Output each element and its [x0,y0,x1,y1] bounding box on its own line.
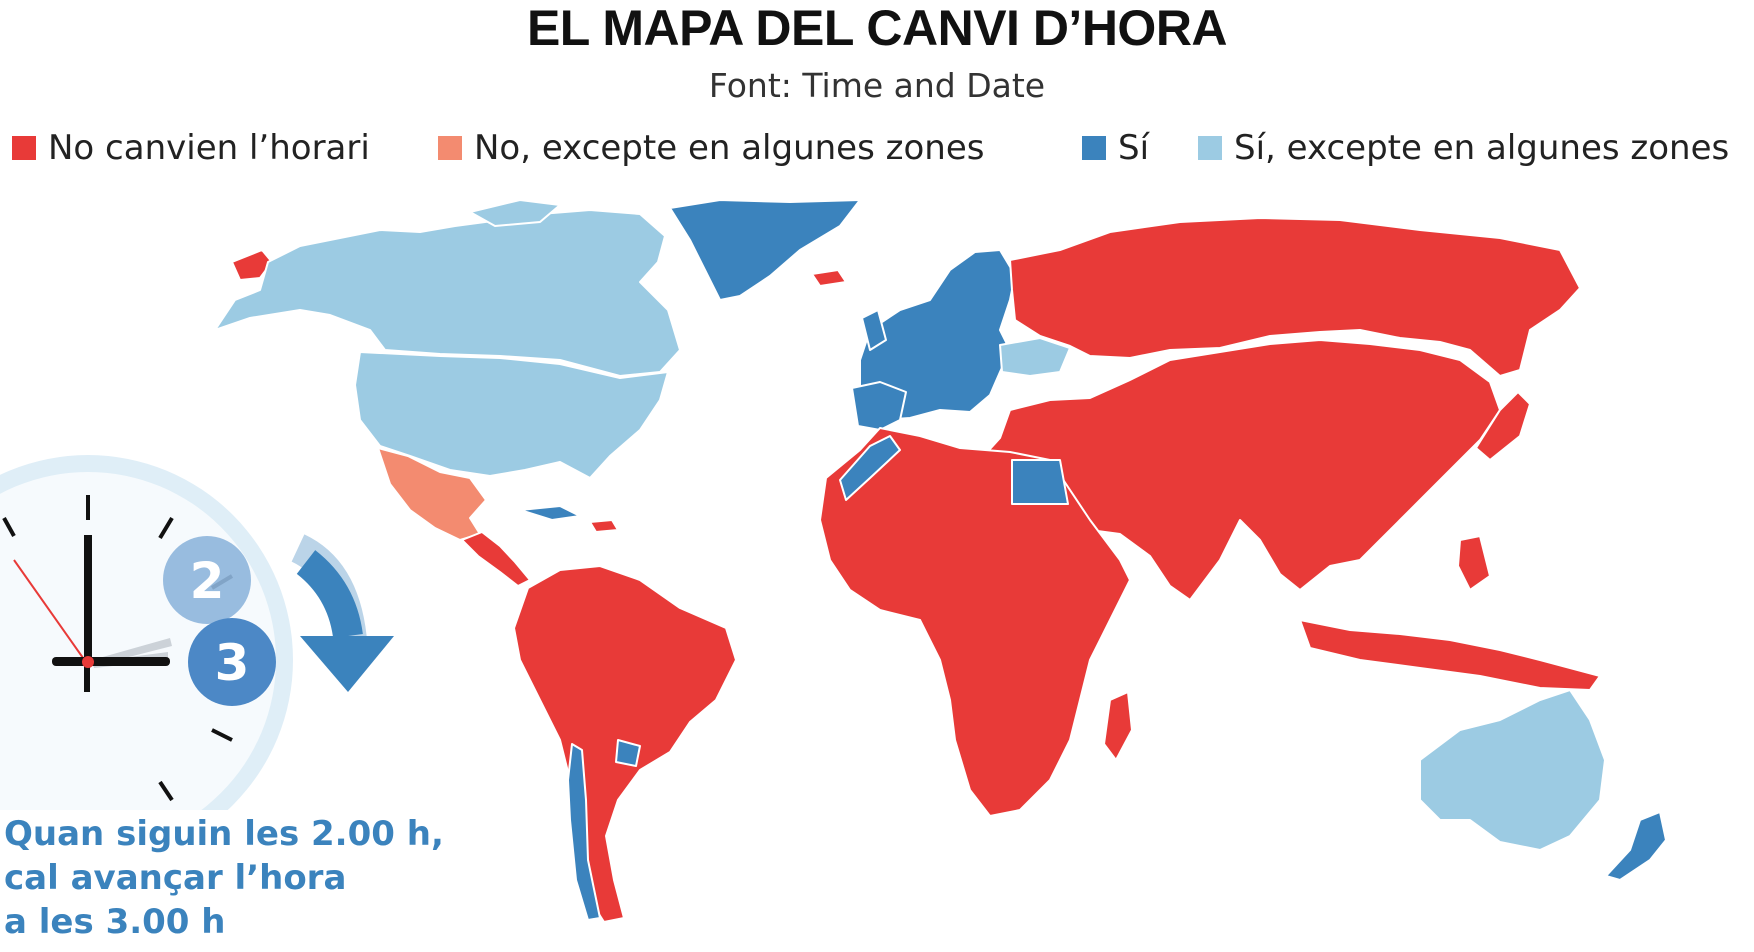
caption-line-2: cal avançar l’hora [4,858,347,898]
region-australia [1419,689,1606,851]
region-egypt [1011,459,1069,505]
caption-line-1: Quan siguin les 2.00 h, [4,814,444,854]
clock-illustration: 2 3 [0,455,394,810]
region-morocco [839,435,901,501]
region-caribbean [519,505,581,521]
region-chile [567,743,601,921]
legend-label-no-change: No canvien l’horari [48,128,370,168]
map-title: EL MAPA DEL CANVI D’HORA [526,0,1228,56]
badge-to-label: 3 [215,634,250,692]
region-madagascar [1103,691,1133,761]
legend-item-no-except: No, excepte en algunes zones [438,128,984,168]
world-map [214,199,1667,923]
legend-item-no-change: No canvien l’horari [12,128,370,168]
legend-item-yes: Sí [1082,128,1149,168]
legend-swatch-yes-except [1198,136,1222,160]
badge-from-label: 2 [190,552,225,610]
badge-to [188,618,276,706]
region-north-america-north [214,209,681,377]
source-note: Font: Time and Date [708,66,1046,105]
region-iberia [851,381,907,431]
hour-hand [52,657,170,666]
region-greenland [669,199,861,301]
region-paraguay [615,739,641,767]
region-ukraine [999,337,1071,377]
legend-swatch-no-change [12,136,36,160]
region-africa [819,427,1131,817]
legend-swatch-yes [1082,136,1106,160]
region-europe [859,249,1016,421]
legend-label-yes-except: Sí, excepte en algunes zones [1234,128,1730,168]
clock-caption: Quan siguin les 2.00 h, cal avançar l’ho… [4,812,444,944]
badge-from [163,536,251,624]
region-indonesia [1299,619,1601,691]
region-uk [861,309,887,351]
region-central-america [461,531,531,587]
region-japan [1475,391,1531,461]
region-philippines [1457,535,1491,591]
region-usa [354,351,669,479]
legend-label-no-except: No, excepte en algunes zones [474,128,985,168]
hand-tail [84,662,90,692]
minute-hand [84,535,92,665]
region-iceland [811,269,847,287]
clock-center [82,656,94,668]
region-mexico [377,447,487,541]
legend-item-yes-except: Sí, excepte en algunes zones [1198,128,1729,168]
region-arctic-islands [469,199,561,227]
region-caribbean-2 [589,519,619,533]
curved-down-arrow-icon [291,534,394,692]
caption-line-3: a les 3.00 h [4,902,226,942]
legend-swatch-no-except [438,136,462,160]
legend: No canvien l’horari No, excepte en algun… [0,128,1754,168]
second-hand [13,559,89,666]
region-new-zealand [1605,811,1667,881]
legend-label-yes: Sí [1118,128,1150,168]
region-russia [1009,217,1581,377]
